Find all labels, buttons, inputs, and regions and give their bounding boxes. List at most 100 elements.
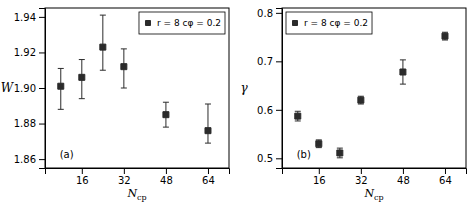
x-axis: 16 32 48 64 xyxy=(46,168,230,186)
point xyxy=(100,44,106,50)
x-axis-tick: 48 xyxy=(397,168,410,186)
x-axis-tick: 32 xyxy=(355,168,368,186)
y-axis: 0.50.60.70.8 xyxy=(257,8,282,169)
x-axis-tick-label: 16 xyxy=(313,175,326,186)
point xyxy=(205,128,211,134)
panel: 16 32 48 64 1.86 1.88 1.90 1.92 1.94 Ncp W (a) r = 8… xyxy=(1,8,230,202)
error-cap xyxy=(121,48,127,49)
error-cap xyxy=(163,127,169,128)
y-axis-tick-label: 1.90 xyxy=(14,83,36,94)
plot-area xyxy=(295,32,448,158)
y-axis-tick-mark xyxy=(39,159,45,160)
error-cap xyxy=(205,104,211,105)
error-cap xyxy=(442,40,448,41)
y-axis-tick: 1.90 xyxy=(14,83,45,94)
y-axis-tick-label: 1.88 xyxy=(14,118,36,129)
legend-marker xyxy=(145,21,150,26)
x-axis-tick-mark xyxy=(445,168,446,174)
error-cap xyxy=(163,102,169,103)
error-cap xyxy=(58,68,64,69)
error-cap xyxy=(205,143,211,144)
x-axis-tick: 64 xyxy=(439,168,452,186)
x-axis-tick-mark xyxy=(124,168,125,174)
x-axis-tick-mark xyxy=(319,168,320,174)
error-cap xyxy=(400,59,406,60)
error-cap xyxy=(100,15,106,16)
x-axis-title: Ncp xyxy=(126,187,146,202)
error-cap xyxy=(358,104,364,105)
error-cap xyxy=(400,84,406,85)
x-axis-tick-label: 32 xyxy=(355,175,368,186)
series xyxy=(295,32,448,158)
y-axis-tick-mark xyxy=(39,52,45,53)
y-axis-tick-mark xyxy=(39,124,45,125)
y-axis-line xyxy=(276,9,283,169)
point xyxy=(79,74,85,80)
y-axis-tick-mark xyxy=(276,110,282,111)
y-axis-tick-mark xyxy=(276,158,282,159)
error-cap xyxy=(337,148,343,149)
y-axis-tick-label: 1.94 xyxy=(14,12,36,23)
x-axis-tick: 48 xyxy=(160,168,173,186)
panel-label: (b) xyxy=(297,149,311,160)
x-axis-line xyxy=(283,169,467,175)
y-axis-tick: 0.8 xyxy=(257,8,282,19)
x-axis-title: Ncp xyxy=(363,187,383,202)
chart: 16 32 48 64 1.86 1.88 1.90 1.92 1.94 Ncp W (a) r = 8… xyxy=(0,0,474,204)
y-axis-tick-mark xyxy=(39,17,45,18)
y-axis-line xyxy=(39,9,46,169)
y-axis-title: γ xyxy=(240,81,248,95)
x-axis-tick-label: 32 xyxy=(118,175,131,186)
plot-frame xyxy=(45,8,229,168)
error-bar xyxy=(207,104,208,143)
y-axis-tick: 0.5 xyxy=(257,153,282,164)
x-axis-tick-mark xyxy=(82,168,83,174)
error-cap xyxy=(295,120,301,121)
y-axis-tick: 1.94 xyxy=(14,12,45,23)
x-axis-tick-label: 48 xyxy=(397,175,410,186)
legend-frame xyxy=(139,12,225,34)
x-axis-tick-mark xyxy=(361,168,362,174)
error-cap xyxy=(58,109,64,110)
y-axis-tick-mark xyxy=(276,61,282,62)
x-axis-tick: 16 xyxy=(76,168,89,186)
error-cap xyxy=(79,59,85,60)
x-axis-tick-label: 64 xyxy=(439,175,452,186)
point xyxy=(337,150,343,156)
y-axis-tick: 1.92 xyxy=(14,47,45,58)
x-axis-tick: 64 xyxy=(202,168,215,186)
legend-label: r = 8 cφ = 0.2 xyxy=(157,18,221,28)
x-axis-tick-mark xyxy=(208,168,209,174)
x-axis-tick-mark xyxy=(403,168,404,174)
legend: r = 8 cφ = 0.2 xyxy=(286,12,372,34)
x-axis-tick: 32 xyxy=(118,168,131,186)
error-cap xyxy=(358,96,364,97)
x-axis-tick-mark xyxy=(166,168,167,174)
error-bar xyxy=(102,15,103,70)
error-cap xyxy=(442,32,448,33)
x-axis-tick: 16 xyxy=(313,168,326,186)
point xyxy=(316,141,322,147)
panel-label: (a) xyxy=(60,149,74,160)
x-axis-tick-label: 48 xyxy=(160,175,173,186)
legend-label: r = 8 cφ = 0.2 xyxy=(304,18,368,28)
point xyxy=(442,33,448,39)
error-cap xyxy=(100,70,106,71)
point xyxy=(58,83,64,89)
error-cap xyxy=(316,147,322,148)
y-axis-tick-label: 1.92 xyxy=(14,47,36,58)
y-axis-tick-label: 0.6 xyxy=(257,105,273,116)
y-axis-title: W xyxy=(1,81,15,95)
legend-frame xyxy=(286,12,372,34)
point xyxy=(295,113,301,119)
y-axis-tick-mark xyxy=(276,13,282,14)
panel: 163248640.50.60.70.8Ncpγ(b)r = 8 cφ = 0.… xyxy=(240,8,466,202)
point xyxy=(121,64,127,70)
legend-marker xyxy=(293,21,298,26)
error-cap xyxy=(79,98,85,99)
y-axis-tick-label: 1.86 xyxy=(14,154,36,165)
x-axis: 16 32 48 64 xyxy=(283,168,467,186)
y-axis-tick: 1.88 xyxy=(14,118,45,129)
point xyxy=(358,97,364,103)
plot-frame xyxy=(282,8,466,168)
